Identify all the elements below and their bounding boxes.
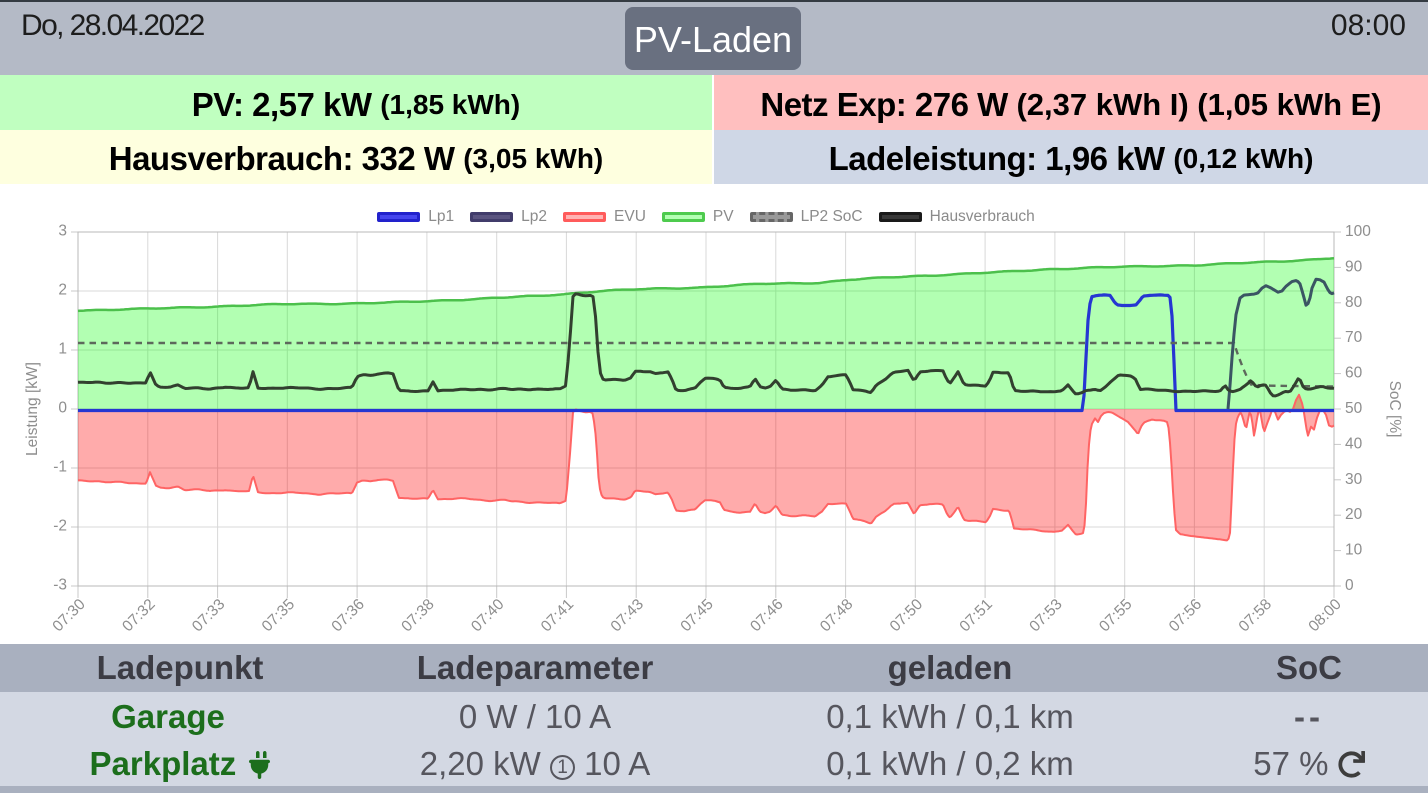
svg-text:50: 50 xyxy=(1345,400,1363,417)
svg-text:-3: -3 xyxy=(53,577,67,594)
svg-text:07:46: 07:46 xyxy=(747,596,786,635)
svg-text:07:50: 07:50 xyxy=(887,596,927,636)
svg-text:1: 1 xyxy=(58,341,67,358)
svg-text:20: 20 xyxy=(1345,506,1363,523)
svg-text:07:32: 07:32 xyxy=(119,596,158,635)
svg-text:07:51: 07:51 xyxy=(956,596,995,635)
svg-text:SoC [%]: SoC [%] xyxy=(1386,381,1403,438)
svg-text:07:41: 07:41 xyxy=(538,596,577,635)
svg-text:07:35: 07:35 xyxy=(259,596,298,635)
svg-text:70: 70 xyxy=(1345,329,1363,346)
svg-text:07:38: 07:38 xyxy=(398,596,437,635)
svg-text:40: 40 xyxy=(1345,435,1363,452)
svg-text:90: 90 xyxy=(1345,258,1363,275)
svg-text:0: 0 xyxy=(58,400,67,417)
svg-text:30: 30 xyxy=(1345,471,1363,488)
svg-text:0: 0 xyxy=(1345,577,1354,594)
svg-text:07:48: 07:48 xyxy=(817,596,856,635)
svg-text:07:33: 07:33 xyxy=(189,596,228,635)
svg-text:08:00: 08:00 xyxy=(1305,596,1345,636)
svg-text:07:53: 07:53 xyxy=(1026,596,1065,635)
svg-text:-2: -2 xyxy=(53,518,67,535)
svg-text:3: 3 xyxy=(58,223,67,240)
svg-text:80: 80 xyxy=(1345,294,1363,311)
svg-text:07:55: 07:55 xyxy=(1096,596,1135,635)
svg-text:07:30: 07:30 xyxy=(49,596,89,636)
svg-text:07:36: 07:36 xyxy=(328,596,367,635)
svg-text:07:45: 07:45 xyxy=(677,596,716,635)
svg-text:100: 100 xyxy=(1345,223,1371,240)
svg-text:2: 2 xyxy=(58,282,67,299)
svg-text:10: 10 xyxy=(1345,542,1363,559)
svg-text:07:56: 07:56 xyxy=(1166,596,1205,635)
svg-text:Leistung [kW]: Leistung [kW] xyxy=(24,362,41,456)
svg-text:60: 60 xyxy=(1345,365,1363,382)
svg-text:-1: -1 xyxy=(53,459,67,476)
svg-text:07:40: 07:40 xyxy=(468,596,508,636)
svg-text:07:43: 07:43 xyxy=(608,596,647,635)
svg-text:07:58: 07:58 xyxy=(1236,596,1275,635)
